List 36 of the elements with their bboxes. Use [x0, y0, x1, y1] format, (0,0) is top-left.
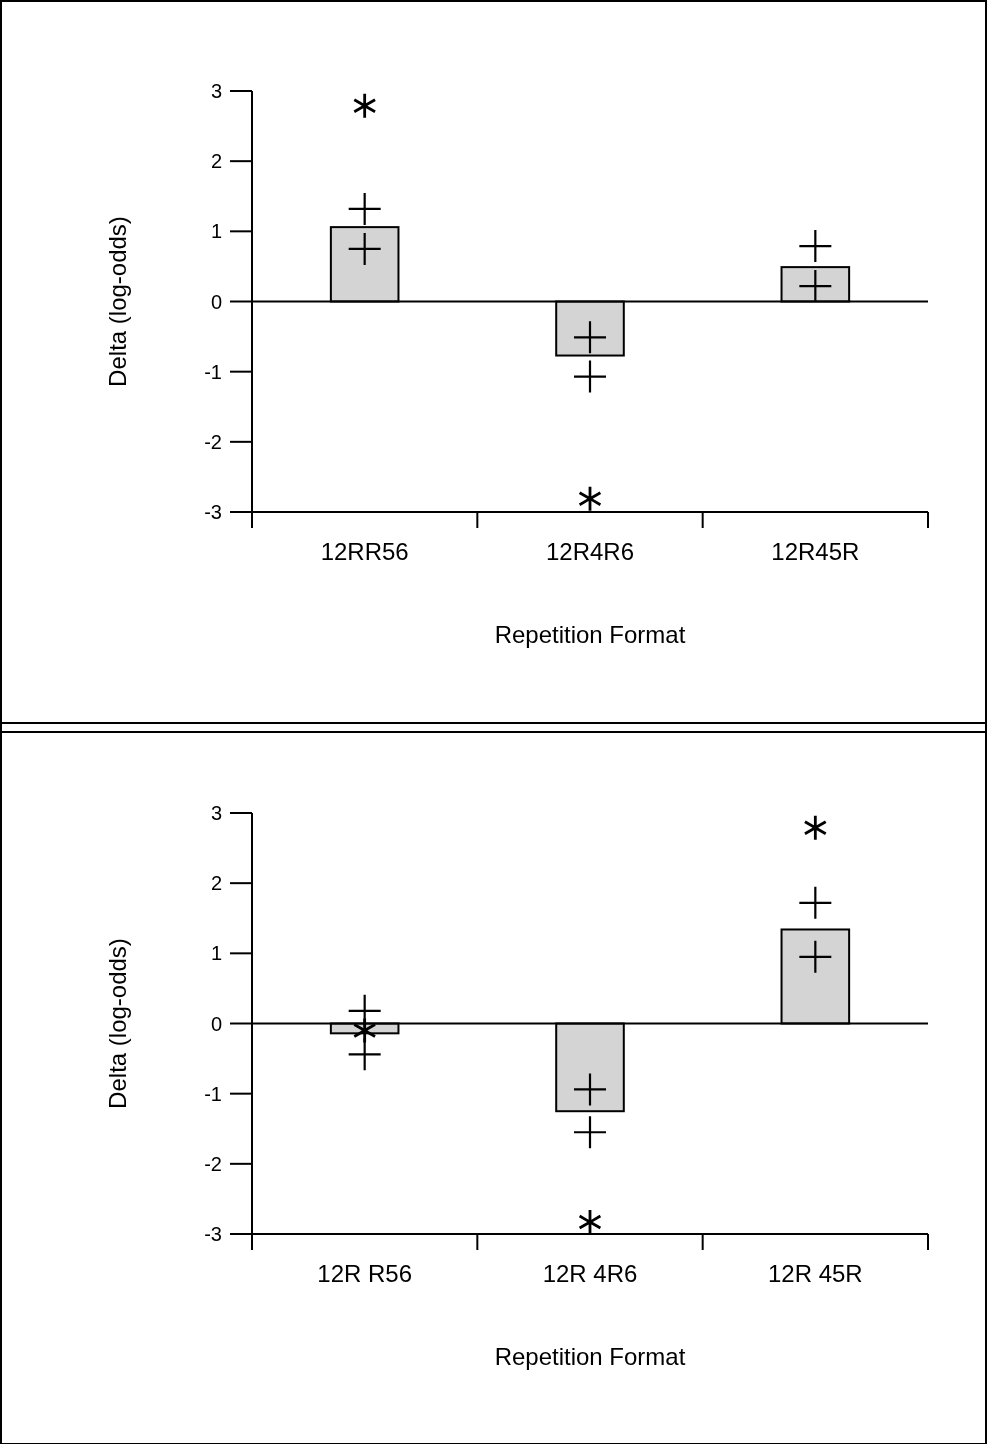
- point: [574, 1116, 606, 1149]
- point: [353, 93, 376, 118]
- y-tick-label: -3: [204, 501, 222, 523]
- point: [574, 360, 606, 393]
- y-tick-label: 2: [210, 150, 222, 173]
- y-tick-label: 3: [210, 80, 222, 102]
- point: [578, 486, 602, 511]
- point: [804, 815, 827, 840]
- y-tick-label: 1: [210, 220, 222, 243]
- x-tick-label: 12R R56: [317, 1260, 413, 1287]
- point: [348, 192, 381, 225]
- y-tick-label: 1: [210, 942, 222, 965]
- point: [574, 1073, 606, 1106]
- point: [353, 1018, 376, 1043]
- y-tick-label: -2: [204, 430, 222, 453]
- y-tick-label: 3: [210, 802, 222, 824]
- y-axis-title: Delta (log-odds): [104, 216, 131, 387]
- x-tick-label: 12R 45R: [767, 1260, 863, 1287]
- x-axis-title: Repetition Format: [494, 621, 686, 648]
- y-axis-title: Delta (log-odds): [104, 938, 131, 1109]
- x-tick-label: 12R4R6: [545, 538, 635, 565]
- y-tick-label: -2: [204, 1152, 222, 1175]
- y-tick-label: -1: [204, 1082, 222, 1105]
- point: [578, 1210, 602, 1235]
- x-tick-label: 12R 4R6: [542, 1260, 638, 1287]
- x-tick-label: 12R45R: [771, 538, 860, 565]
- x-axis-title: Repetition Format: [494, 1343, 686, 1370]
- y-tick-label: 0: [210, 1012, 222, 1035]
- y-tick-label: -1: [204, 360, 222, 383]
- x-tick-label: 12RR56: [320, 538, 409, 565]
- y-tick-label: 0: [210, 290, 222, 313]
- point: [799, 886, 832, 919]
- y-tick-label: 2: [210, 872, 222, 895]
- y-tick-label: -3: [204, 1223, 222, 1245]
- point: [799, 940, 832, 973]
- point: [799, 230, 832, 263]
